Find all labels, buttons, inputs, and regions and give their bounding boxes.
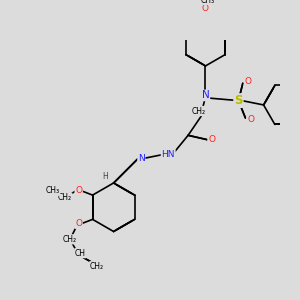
Text: CH₂: CH₂ — [63, 235, 77, 244]
Text: O: O — [244, 77, 251, 86]
Text: N: N — [138, 154, 145, 163]
Text: CH₂: CH₂ — [191, 106, 206, 116]
Text: S: S — [234, 94, 243, 107]
Text: CH₃: CH₃ — [200, 0, 214, 4]
Text: O: O — [75, 219, 82, 228]
Text: CH₃: CH₃ — [46, 186, 60, 195]
Text: HN: HN — [161, 150, 175, 159]
Text: O: O — [247, 115, 254, 124]
Text: H: H — [102, 172, 108, 181]
Text: O: O — [202, 4, 209, 13]
Text: CH₂: CH₂ — [58, 193, 72, 202]
Text: O: O — [208, 135, 215, 144]
Text: CH: CH — [75, 249, 86, 258]
Text: O: O — [75, 186, 82, 195]
Text: CH₂: CH₂ — [90, 262, 104, 271]
Text: N: N — [202, 90, 209, 100]
